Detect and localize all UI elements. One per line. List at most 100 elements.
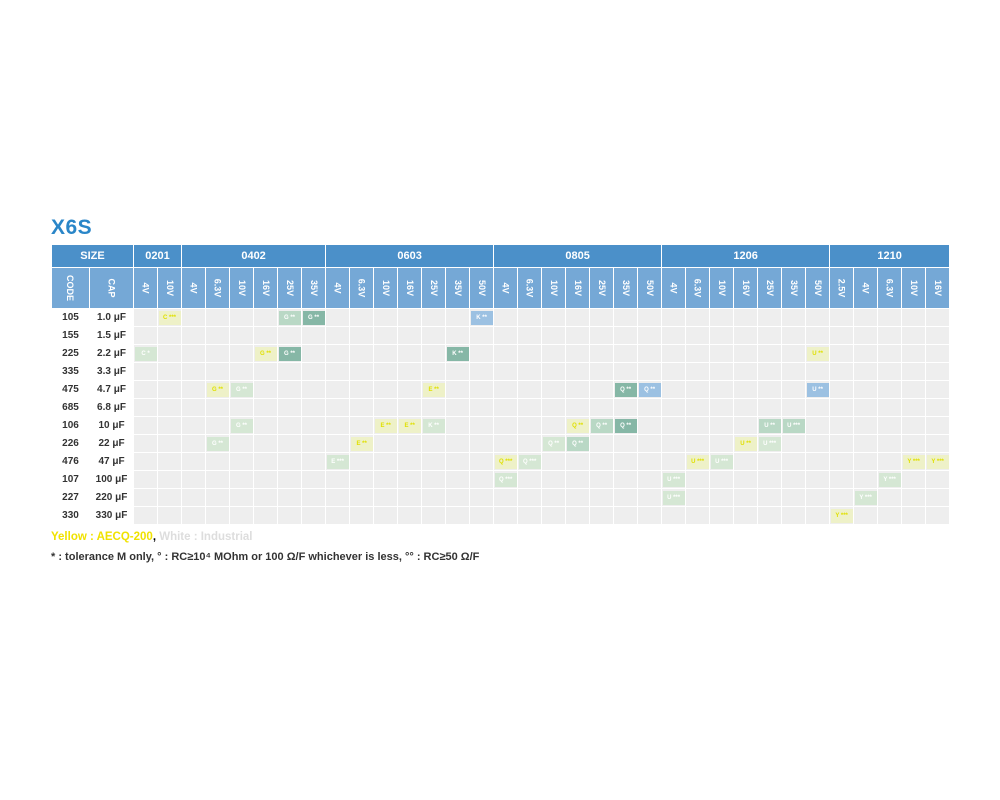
matrix-cell [446,435,470,452]
matrix-cell [374,471,398,488]
matrix-cell [662,381,686,398]
matrix-cell [350,381,374,398]
matrix-cell [902,363,926,380]
matrix-cell [830,399,854,416]
matrix-cell [926,417,950,434]
voltage-label: 4V [668,282,679,294]
matrix-cell [542,399,566,416]
matrix-cell [470,507,494,524]
matrix-cell [134,453,158,470]
matrix-cell [686,363,710,380]
matrix-cell [686,309,710,326]
matrix-cell [590,507,614,524]
matrix-cell [758,327,782,344]
voltage-header: 4V [182,268,206,308]
matrix-cell: U *** [662,489,686,506]
matrix-cell [182,417,206,434]
matrix-cell [686,327,710,344]
matrix-cell [518,435,542,452]
matrix-cell: E ** [398,417,422,434]
availability-tag: G ** [302,310,325,325]
voltage-header: 16V [398,268,422,308]
matrix-cell [206,471,230,488]
matrix-cell [350,399,374,416]
matrix-cell [230,309,254,326]
matrix-cell [422,345,446,362]
matrix-cell [422,309,446,326]
matrix-cell [854,471,878,488]
matrix-cell [878,327,902,344]
code-cell: 105 [52,309,89,326]
matrix-cell [710,471,734,488]
legend-white: White : Industrial [159,531,253,543]
matrix-cell [302,435,326,452]
matrix-cell [710,489,734,506]
matrix-cell [230,345,254,362]
voltage-label: 10V [548,279,559,297]
voltage-header: 4V [134,268,158,308]
matrix-cell [710,309,734,326]
matrix-cell [734,327,758,344]
legend-yellow: Yellow : AECQ-200 [51,531,153,543]
matrix-cell [158,327,182,344]
matrix-cell [326,381,350,398]
matrix-cell [758,471,782,488]
matrix-cell [782,363,806,380]
matrix-cell [254,399,278,416]
size-header-label: SIZE [52,245,134,267]
availability-tag: U ** [806,382,829,397]
matrix-cell: U ** [806,381,830,398]
voltage-label: 6.3V [524,278,535,298]
matrix-cell [494,489,518,506]
matrix-cell [830,471,854,488]
matrix-cell [326,489,350,506]
matrix-cell [638,345,662,362]
matrix-cell: G ** [206,381,230,398]
matrix-cell [662,453,686,470]
matrix-cell [926,507,950,524]
matrix-cell [830,363,854,380]
matrix-cell: U *** [686,453,710,470]
matrix-cell [638,399,662,416]
matrix-cell [734,345,758,362]
matrix-cell [614,345,638,362]
matrix-cell [878,453,902,470]
matrix-cell [854,309,878,326]
matrix-cell [662,435,686,452]
matrix-cell: G ** [254,345,278,362]
matrix-cell [302,417,326,434]
matrix-cell [566,381,590,398]
matrix-cell [734,417,758,434]
matrix-cell [854,507,878,524]
table-row: 335 3.3 μF [52,363,950,380]
matrix-cell [926,363,950,380]
availability-tag: Q *** [494,454,517,469]
matrix-cell [854,453,878,470]
matrix-cell: C * [134,345,158,362]
matrix-cell [830,435,854,452]
availability-tag: U *** [710,454,733,469]
table-row: 226 22 μF G ** E ** Q ** Q ** U ** U *** [52,435,950,452]
matrix-cell [494,327,518,344]
code-cell: 335 [52,363,89,380]
voltage-label: 16V [404,279,415,297]
matrix-cell [902,471,926,488]
matrix-cell [902,327,926,344]
matrix-cell [398,435,422,452]
matrix-cell [182,345,206,362]
matrix-cell [302,345,326,362]
matrix-cell [302,381,326,398]
matrix-cell [614,327,638,344]
matrix-cell [470,363,494,380]
matrix-cell [206,417,230,434]
matrix-cell [614,507,638,524]
table-row: 227 220 μF U *** Y *** [52,489,950,506]
matrix-cell [398,381,422,398]
matrix-cell [758,489,782,506]
matrix-cell [830,345,854,362]
matrix-cell [662,327,686,344]
matrix-cell [686,507,710,524]
matrix-cell [206,363,230,380]
matrix-cell [494,435,518,452]
availability-tag: Q *** [494,472,517,487]
